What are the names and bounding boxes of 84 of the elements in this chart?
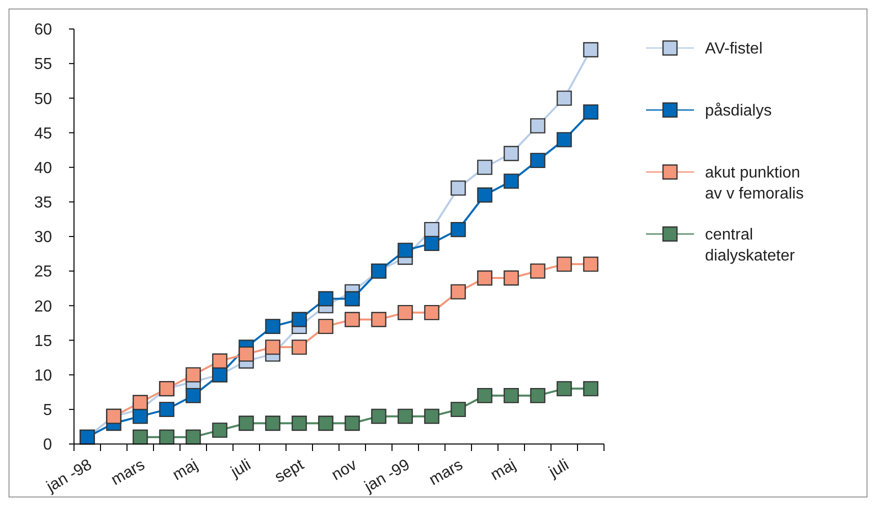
point — [583, 104, 598, 120]
y-tick-label: 60 — [34, 22, 52, 39]
point — [132, 429, 148, 445]
point — [186, 367, 201, 382]
y-tick-label: 45 — [34, 125, 52, 142]
point — [530, 388, 546, 404]
point — [212, 422, 228, 438]
point — [398, 242, 413, 258]
point — [238, 416, 254, 431]
legend-label: AV-fistel — [705, 40, 762, 58]
point — [504, 146, 519, 162]
point — [398, 304, 413, 320]
y-tick-label: 10 — [34, 367, 52, 384]
point — [344, 416, 360, 431]
point — [132, 394, 148, 410]
point — [159, 429, 174, 445]
point — [450, 222, 466, 238]
point — [318, 318, 334, 334]
point — [504, 270, 519, 286]
point — [450, 180, 466, 196]
x-tick-label: jan -99 — [361, 456, 413, 496]
point — [477, 270, 492, 286]
legend-label: påsdialys — [705, 102, 772, 120]
point — [477, 388, 492, 404]
point — [504, 388, 519, 404]
x-tick-label: maj — [488, 456, 519, 484]
point — [583, 381, 598, 396]
point — [371, 408, 386, 424]
y-tick-label: 25 — [34, 264, 52, 281]
point — [265, 318, 280, 334]
point — [556, 90, 572, 106]
point — [424, 236, 440, 252]
point — [265, 340, 280, 355]
point — [530, 263, 546, 279]
y-tick-label: 55 — [34, 56, 52, 74]
x-tick-label: nov — [329, 456, 360, 484]
x-tick-label: maj — [170, 456, 201, 484]
point — [583, 256, 598, 272]
y-tick-label: 50 — [34, 90, 52, 108]
y-tick-label: 15 — [34, 332, 52, 350]
point — [424, 304, 440, 320]
point — [450, 284, 466, 300]
point — [265, 416, 280, 431]
point — [186, 429, 201, 445]
x-tick-label: sept — [272, 456, 308, 486]
point — [583, 42, 598, 58]
y-tick-label: 35 — [34, 194, 52, 212]
legend-label: akut punktion av v femoralis — [705, 164, 804, 202]
point — [159, 402, 174, 418]
x-tick-label: juli — [546, 456, 572, 482]
x-tick-label: juli — [228, 456, 254, 482]
y-tick-label: 5 — [43, 402, 52, 420]
point — [477, 187, 492, 203]
point — [292, 416, 307, 431]
point — [530, 118, 546, 134]
y-tick-label: 40 — [34, 160, 52, 177]
y-tick-label: 30 — [34, 229, 52, 246]
point — [238, 346, 254, 362]
point — [556, 381, 572, 396]
point — [132, 408, 148, 424]
point — [477, 160, 492, 175]
y-tick-label: 0 — [43, 436, 52, 454]
point — [504, 174, 519, 189]
y-tick-label: 20 — [34, 298, 52, 316]
point — [424, 408, 440, 424]
point — [292, 340, 307, 355]
point — [556, 132, 572, 148]
point — [424, 222, 440, 238]
point — [292, 312, 307, 328]
point — [398, 408, 413, 424]
point — [556, 256, 572, 272]
point — [318, 416, 334, 431]
x-tick-label: mars — [108, 456, 148, 489]
point — [344, 291, 360, 306]
point — [530, 152, 546, 168]
legend-label: central dialyskateter — [705, 226, 796, 264]
point — [318, 291, 334, 306]
x-tick-label: jan -98 — [43, 456, 95, 496]
point — [212, 353, 228, 369]
point — [344, 312, 360, 328]
point — [371, 312, 386, 328]
point — [186, 388, 201, 404]
x-tick-label: mars — [426, 456, 466, 489]
point — [450, 402, 466, 418]
